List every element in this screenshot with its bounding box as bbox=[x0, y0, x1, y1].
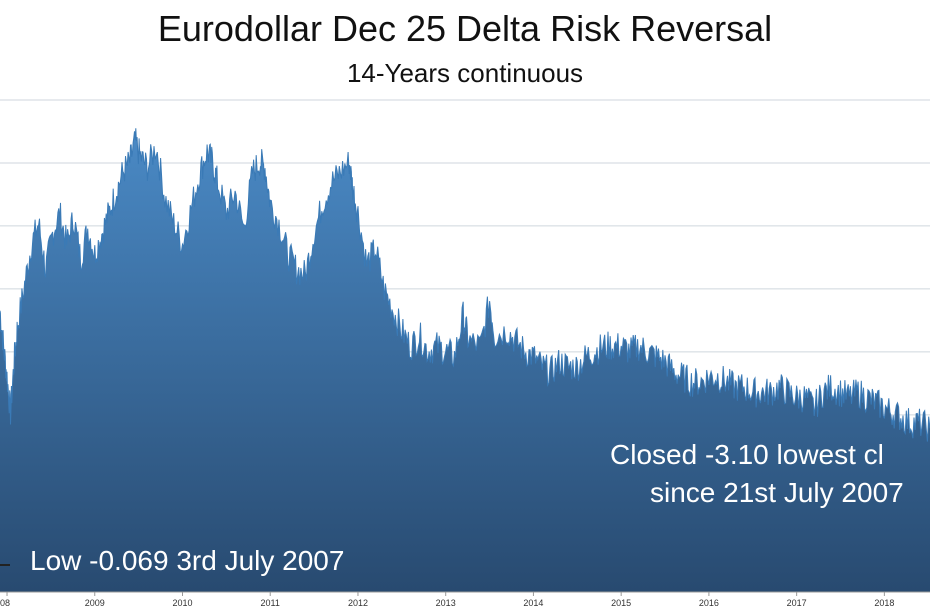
x-tick-label: 2014 bbox=[523, 598, 543, 608]
x-tick-label: 2016 bbox=[699, 598, 719, 608]
x-tick-label: 2010 bbox=[172, 598, 192, 608]
x-tick-label: 2017 bbox=[787, 598, 807, 608]
x-tick-label: 2018 bbox=[874, 598, 894, 608]
x-tick-label: 08 bbox=[0, 598, 10, 608]
x-axis: 08 2009 2010 2011 2012 2013 2014 2015 2016 2017 20… bbox=[0, 591, 930, 608]
series-area bbox=[0, 128, 930, 593]
annotation-closed: Closed -3.10 lowest cl bbox=[610, 439, 884, 470]
annotation-low: Low -0.069 3rd July 2007 bbox=[30, 545, 344, 576]
x-tick-label: 2011 bbox=[261, 598, 280, 608]
x-tick-label: 2009 bbox=[85, 598, 105, 608]
x-tick-label: 2012 bbox=[348, 598, 368, 608]
chart-subtitle: 14-Years continuous bbox=[346, 58, 584, 88]
x-tick-label: 2015 bbox=[611, 598, 631, 608]
annotation-since: since 21st July 2007 bbox=[650, 477, 904, 508]
x-tick-label: 2013 bbox=[436, 598, 456, 608]
series-line bbox=[0, 128, 930, 442]
chart-title: Eurodollar Dec 25 Delta Risk Reversal bbox=[157, 8, 773, 49]
